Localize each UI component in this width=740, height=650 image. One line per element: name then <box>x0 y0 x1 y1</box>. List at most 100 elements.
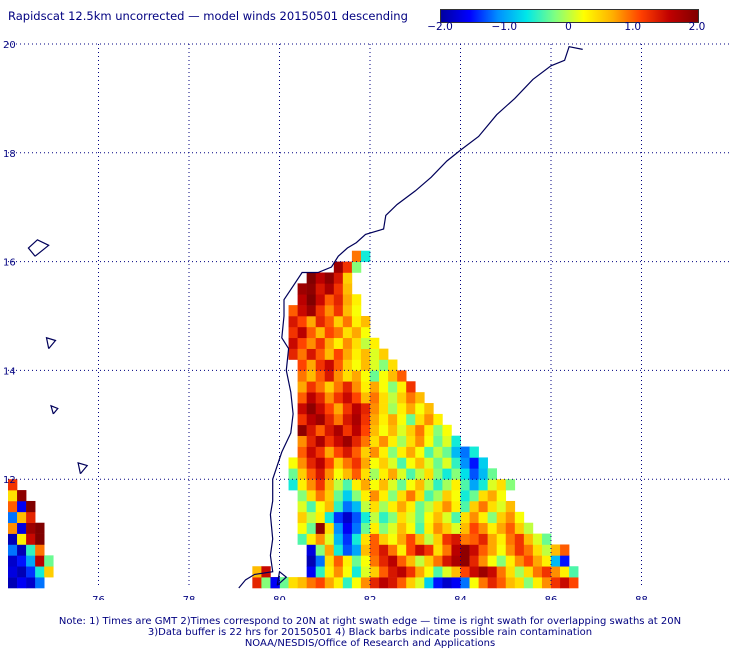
wind-cell <box>406 468 416 480</box>
wind-cell <box>370 544 380 556</box>
colorbar <box>440 9 699 23</box>
wind-cell <box>451 435 461 447</box>
wind-cell <box>569 577 579 589</box>
wind-cell <box>261 577 271 589</box>
wind-cell <box>406 424 416 436</box>
wind-cell <box>306 370 316 382</box>
wind-cell <box>433 468 443 480</box>
wind-cell <box>523 555 534 567</box>
wind-cell <box>424 555 434 567</box>
wind-cell <box>324 533 335 545</box>
wind-cell <box>333 435 344 447</box>
wind-cell <box>397 555 407 567</box>
wind-cell <box>324 457 335 469</box>
wind-cell <box>424 479 434 491</box>
wind-cell <box>17 533 27 545</box>
wind-cell <box>370 381 380 393</box>
wind-cell <box>478 566 488 578</box>
wind-cell <box>370 555 380 567</box>
wind-cell <box>451 479 461 491</box>
wind-cell <box>342 555 353 567</box>
wind-cell <box>442 479 452 491</box>
wind-cell <box>496 522 507 534</box>
wind-cell <box>424 566 434 578</box>
wind-cell <box>297 392 307 404</box>
island-outline <box>45 336 57 349</box>
wind-cell <box>342 577 353 589</box>
wind-cell <box>379 544 389 556</box>
wind-cell <box>26 522 36 534</box>
wind-cell <box>388 403 398 415</box>
wind-cell <box>333 381 344 393</box>
wind-cell <box>487 577 497 589</box>
wind-cell <box>315 479 326 491</box>
wind-cell <box>442 468 452 480</box>
wind-cell <box>379 381 389 393</box>
wind-cell <box>523 577 534 589</box>
wind-cell <box>315 577 326 589</box>
wind-cell <box>478 522 488 534</box>
wind-cell <box>306 490 316 502</box>
wind-cell <box>342 533 353 545</box>
wind-cell <box>487 533 497 545</box>
wind-cell <box>424 403 434 415</box>
wind-cell <box>388 435 398 447</box>
wind-cell <box>26 500 36 513</box>
wind-cell <box>388 457 398 469</box>
wind-cell <box>560 555 570 567</box>
wind-cell <box>442 424 452 436</box>
wind-cell <box>523 533 534 545</box>
wind-cell <box>360 424 371 436</box>
wind-cell <box>397 413 407 426</box>
wind-cell <box>360 577 371 589</box>
wind-cell <box>388 446 398 458</box>
wind-cell <box>370 359 380 371</box>
wind-cell <box>306 457 316 469</box>
wind-cell <box>306 272 316 284</box>
wind-cell <box>469 511 479 524</box>
wind-cell <box>333 337 344 349</box>
wind-cell <box>297 424 307 436</box>
wind-cell <box>496 544 507 556</box>
wind-cell <box>8 577 18 589</box>
wind-cell <box>333 392 344 404</box>
wind-cell <box>370 348 380 360</box>
wind-cell <box>297 522 307 534</box>
wind-cell <box>351 577 362 589</box>
wind-cell <box>342 544 353 556</box>
wind-cell <box>342 424 353 436</box>
wind-cell <box>342 326 353 339</box>
wind-cell <box>306 468 316 480</box>
wind-cell <box>333 348 344 360</box>
wind-cell <box>442 544 452 556</box>
wind-cell <box>324 446 335 458</box>
wind-cell <box>315 381 326 393</box>
wind-cell <box>333 403 344 415</box>
wind-cell <box>351 250 362 262</box>
wind-cell <box>514 555 525 567</box>
wind-cell <box>496 490 507 502</box>
wind-cell <box>442 566 452 578</box>
wind-cell <box>342 359 353 371</box>
wind-cell <box>306 435 316 447</box>
wind-cell <box>451 522 461 534</box>
wind-cell <box>35 544 45 556</box>
wind-cell <box>279 577 289 589</box>
wind-cell <box>315 566 326 578</box>
wind-cell <box>35 577 45 589</box>
wind-cell <box>478 479 488 491</box>
wind-cell <box>370 392 380 404</box>
wind-cell <box>324 392 335 404</box>
wind-cell <box>8 566 18 578</box>
wind-cell <box>360 522 371 534</box>
wind-cell <box>496 566 507 578</box>
wind-cell <box>469 522 479 534</box>
wind-cell <box>333 413 344 426</box>
wind-cell <box>288 305 298 317</box>
wind-cell <box>342 294 353 306</box>
wind-cell <box>306 381 316 393</box>
wind-cell <box>460 555 470 567</box>
wind-cell <box>8 544 18 556</box>
wind-cell <box>415 566 425 578</box>
wind-cell <box>379 500 389 513</box>
